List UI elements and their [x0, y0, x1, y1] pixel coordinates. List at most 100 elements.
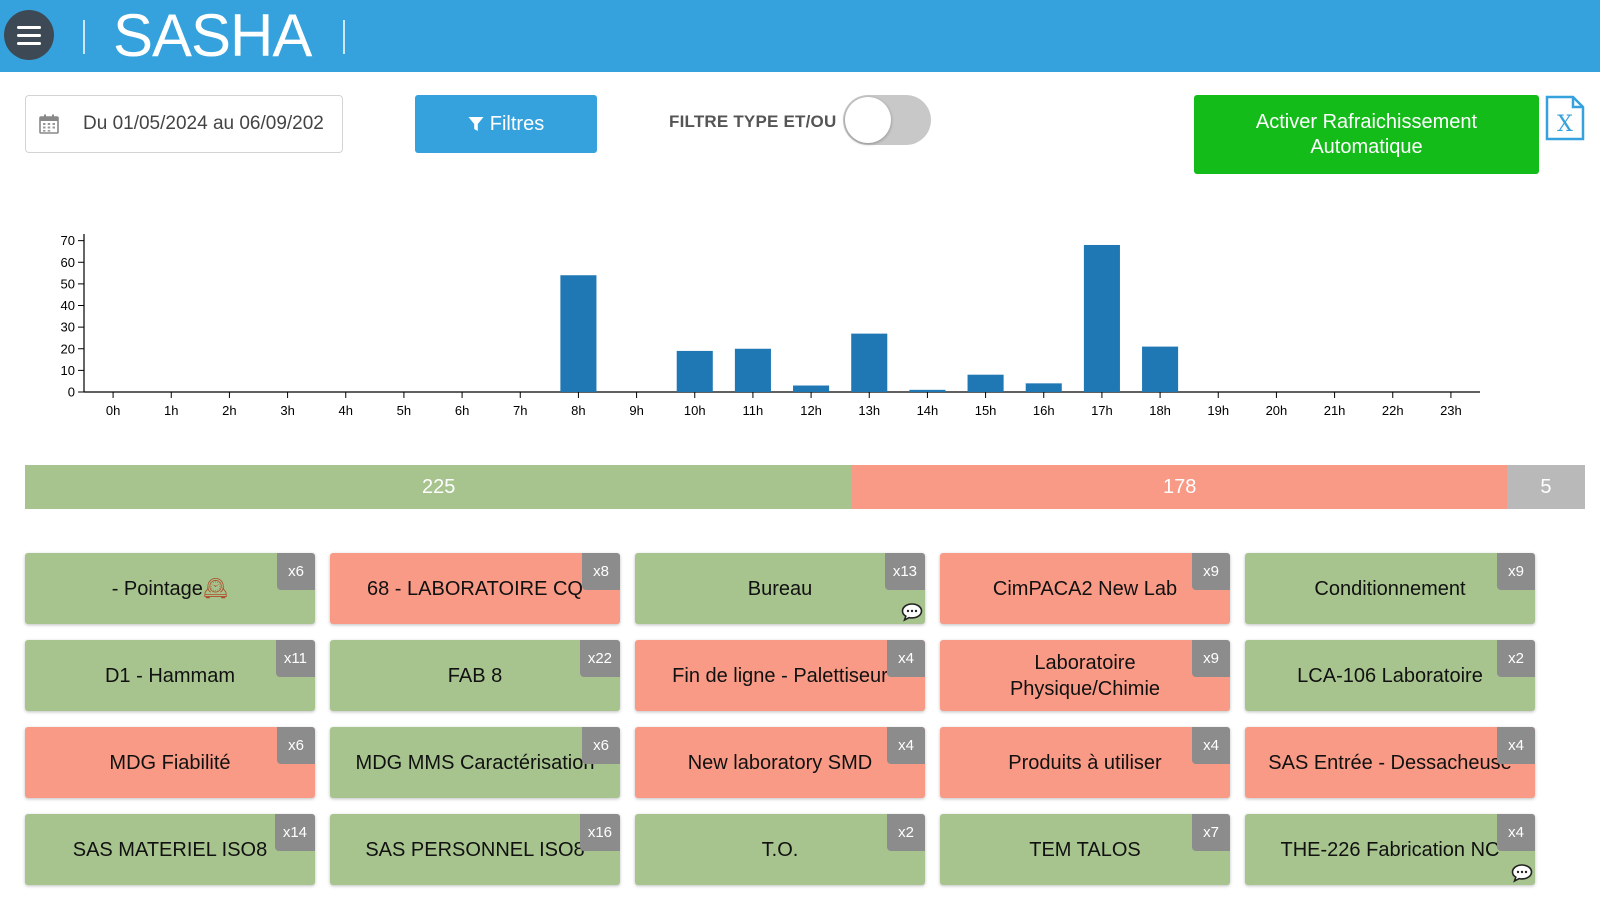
- location-tile[interactable]: - Pointage🕰 x6: [25, 553, 315, 624]
- comment-icon[interactable]: [901, 602, 923, 622]
- location-tile[interactable]: D1 - Hammam x11: [25, 640, 315, 711]
- tile-label-text: - Pointage: [111, 577, 203, 600]
- filter-type-toggle[interactable]: [843, 95, 931, 145]
- bar-12h: [793, 385, 830, 392]
- tile-count-badge: x11: [275, 640, 315, 677]
- x-tick-label: 6h: [455, 403, 469, 418]
- x-tick-label: 16h: [1033, 403, 1055, 418]
- location-tile[interactable]: SAS Entrée - Dessacheuse x4: [1245, 727, 1535, 798]
- tile-label-text: SAS Entrée - Dessacheuse: [1268, 751, 1512, 774]
- x-tick-label: 15h: [975, 403, 997, 418]
- location-tile[interactable]: CimPACA2 New Lab x9: [940, 553, 1230, 624]
- tile-label-text: T.O.: [761, 838, 799, 861]
- tile-count-badge: x13: [884, 553, 925, 590]
- location-tile[interactable]: Fin de ligne - Palettiseur x4: [635, 640, 925, 711]
- tile-count-badge: x8: [582, 553, 620, 590]
- app-brand: SASHA: [113, 2, 312, 69]
- x-tick-label: 12h: [800, 403, 822, 418]
- location-tile[interactable]: LCA-106 Laboratoire x2: [1245, 640, 1535, 711]
- x-tick-label: 8h: [571, 403, 585, 418]
- tile-label-text: SAS MATERIEL ISO8: [72, 838, 268, 861]
- y-tick-label: 0: [68, 385, 75, 400]
- y-tick-label: 50: [61, 276, 75, 291]
- date-range-input[interactable]: [83, 113, 323, 135]
- location-tile[interactable]: THE-226 Fabrication NC x4: [1245, 814, 1535, 885]
- tile-count-badge: x22: [579, 640, 620, 677]
- location-tile[interactable]: Laboratoire Physique/Chimie x9: [940, 640, 1230, 711]
- tile-label-text: TEM TALOS: [1029, 838, 1141, 861]
- tile-label: Produits à utiliser: [1000, 750, 1169, 776]
- bar-13h: [851, 333, 888, 392]
- location-tile[interactable]: New laboratory SMD x4: [635, 727, 925, 798]
- bar-15h: [967, 374, 1004, 392]
- x-tick-label: 1h: [164, 403, 178, 418]
- location-tile[interactable]: MDG MMS Caractérisation x6: [330, 727, 620, 798]
- comment-icon[interactable]: [1511, 863, 1533, 883]
- y-tick-label: 40: [61, 298, 75, 313]
- x-tick-label: 9h: [629, 403, 643, 418]
- bar-11h: [734, 348, 771, 392]
- location-tile[interactable]: FAB 8 x22: [330, 640, 620, 711]
- tile-label: Bureau: [740, 576, 821, 602]
- tile-label: THE-226 Fabrication NC: [1273, 837, 1508, 863]
- tile-count-badge: x4: [1497, 814, 1535, 851]
- hamburger-menu-icon[interactable]: [4, 10, 54, 60]
- tile-label-text: SAS PERSONNEL ISO8: [365, 838, 585, 861]
- auto-refresh-button[interactable]: Activer Rafraichissement Automatique: [1194, 95, 1539, 174]
- tile-label: FAB 8: [440, 663, 510, 689]
- tile-count-badge: x16: [579, 814, 620, 851]
- mantel-clock-icon: 🕰: [202, 577, 229, 600]
- location-tile[interactable]: Conditionnement x9: [1245, 553, 1535, 624]
- x-tick-label: 23h: [1440, 403, 1462, 418]
- filters-button-label: Filtres: [489, 112, 545, 135]
- tile-label-text: Conditionnement: [1314, 577, 1466, 600]
- funnel-icon: [468, 117, 484, 131]
- tile-label-text: LCA-106 Laboratoire: [1297, 664, 1483, 687]
- tile-count-badge: x4: [1497, 727, 1535, 764]
- x-tick-label: 7h: [513, 403, 527, 418]
- location-tile[interactable]: Bureau x13: [635, 553, 925, 624]
- date-range-field[interactable]: [25, 95, 343, 153]
- x-tick-label: 14h: [917, 403, 939, 418]
- y-tick-label: 70: [61, 233, 75, 248]
- tile-label: - Pointage🕰: [104, 576, 237, 602]
- top-bar: SASHA: [0, 0, 1600, 72]
- location-tile[interactable]: SAS PERSONNEL ISO8 x16: [330, 814, 620, 885]
- tile-count-badge: x9: [1497, 553, 1535, 590]
- tile-label: TEM TALOS: [1021, 837, 1149, 863]
- tile-count-badge: x2: [1497, 640, 1535, 677]
- location-tile[interactable]: 68 - LABORATOIRE CQ x8: [330, 553, 620, 624]
- tile-count-badge: x9: [1192, 553, 1230, 590]
- calendar-icon: [39, 114, 59, 134]
- svg-text:X: X: [1557, 112, 1573, 137]
- tile-label: SAS Entrée - Dessacheuse: [1260, 750, 1519, 776]
- tile-label-text: FAB 8: [447, 664, 503, 687]
- tile-label-text: MDG Fiabilité: [109, 751, 231, 774]
- tile-count-badge: x9: [1192, 640, 1230, 677]
- tile-count-badge: x4: [887, 640, 925, 677]
- x-tick-label: 13h: [858, 403, 880, 418]
- status-summary-bar: 225 178 5: [25, 465, 1585, 509]
- x-tick-label: 21h: [1324, 403, 1346, 418]
- location-tile[interactable]: Produits à utiliser x4: [940, 727, 1230, 798]
- location-tile[interactable]: MDG Fiabilité x6: [25, 727, 315, 798]
- tile-count-badge: x14: [274, 814, 315, 851]
- tile-label: D1 - Hammam: [97, 663, 243, 689]
- tile-count-badge: x6: [277, 553, 315, 590]
- location-tile[interactable]: TEM TALOS x7: [940, 814, 1230, 885]
- auto-refresh-label: Activer Rafraichissement Automatique: [1255, 110, 1478, 158]
- tile-count-badge: x7: [1192, 814, 1230, 851]
- x-tick-label: 2h: [222, 403, 236, 418]
- x-tick-label: 18h: [1149, 403, 1171, 418]
- excel-export-icon[interactable]: X: [1545, 95, 1585, 141]
- tile-label: MDG MMS Caractérisation: [348, 750, 603, 776]
- location-tile[interactable]: SAS MATERIEL ISO8 x14: [25, 814, 315, 885]
- filters-button[interactable]: Filtres: [415, 95, 597, 153]
- location-tile[interactable]: T.O. x2: [635, 814, 925, 885]
- hourly-bar-chart: 0 10 20 30 40 50 60 70 0h 1h 2h 3h 4h 5h 6h 7h 8h 9h 10h 11…: [61, 233, 1480, 418]
- tile-label-text: 68 - LABORATOIRE CQ: [367, 577, 583, 600]
- y-tick-label: 60: [61, 255, 75, 270]
- bar-18h: [1142, 346, 1179, 392]
- tile-label: SAS MATERIEL ISO8: [65, 837, 276, 863]
- tile-count-badge: x4: [1192, 727, 1230, 764]
